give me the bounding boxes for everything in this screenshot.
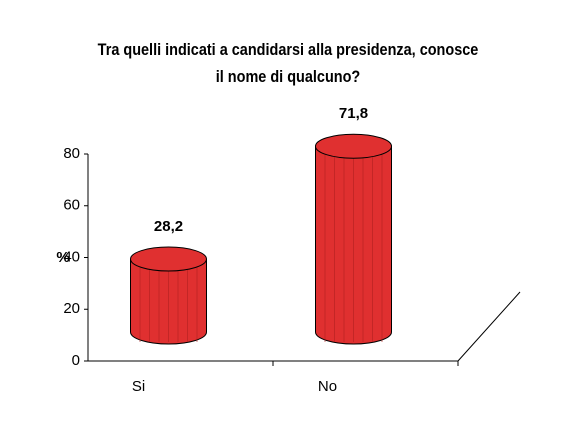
y-tick-label: 40 [63,248,80,265]
y-tick-label: 80 [63,145,80,162]
y-tick-label: 60 [63,197,80,214]
x-tick-label: No [318,378,337,395]
value-label: 71,8 [339,105,368,122]
floor-edge [457,291,521,362]
value-label: 28,2 [154,218,183,235]
bar [315,133,392,345]
bar-part [315,133,392,159]
chart-title: Tra quelli indicati a candidarsi alla pr… [97,40,479,86]
y-tick-label: 20 [63,300,80,317]
y-axis-label: % [56,249,69,266]
bar [130,246,207,345]
y-tick-label: 0 [72,352,80,369]
bar-part [130,246,207,272]
x-tick-label: Si [132,378,145,395]
